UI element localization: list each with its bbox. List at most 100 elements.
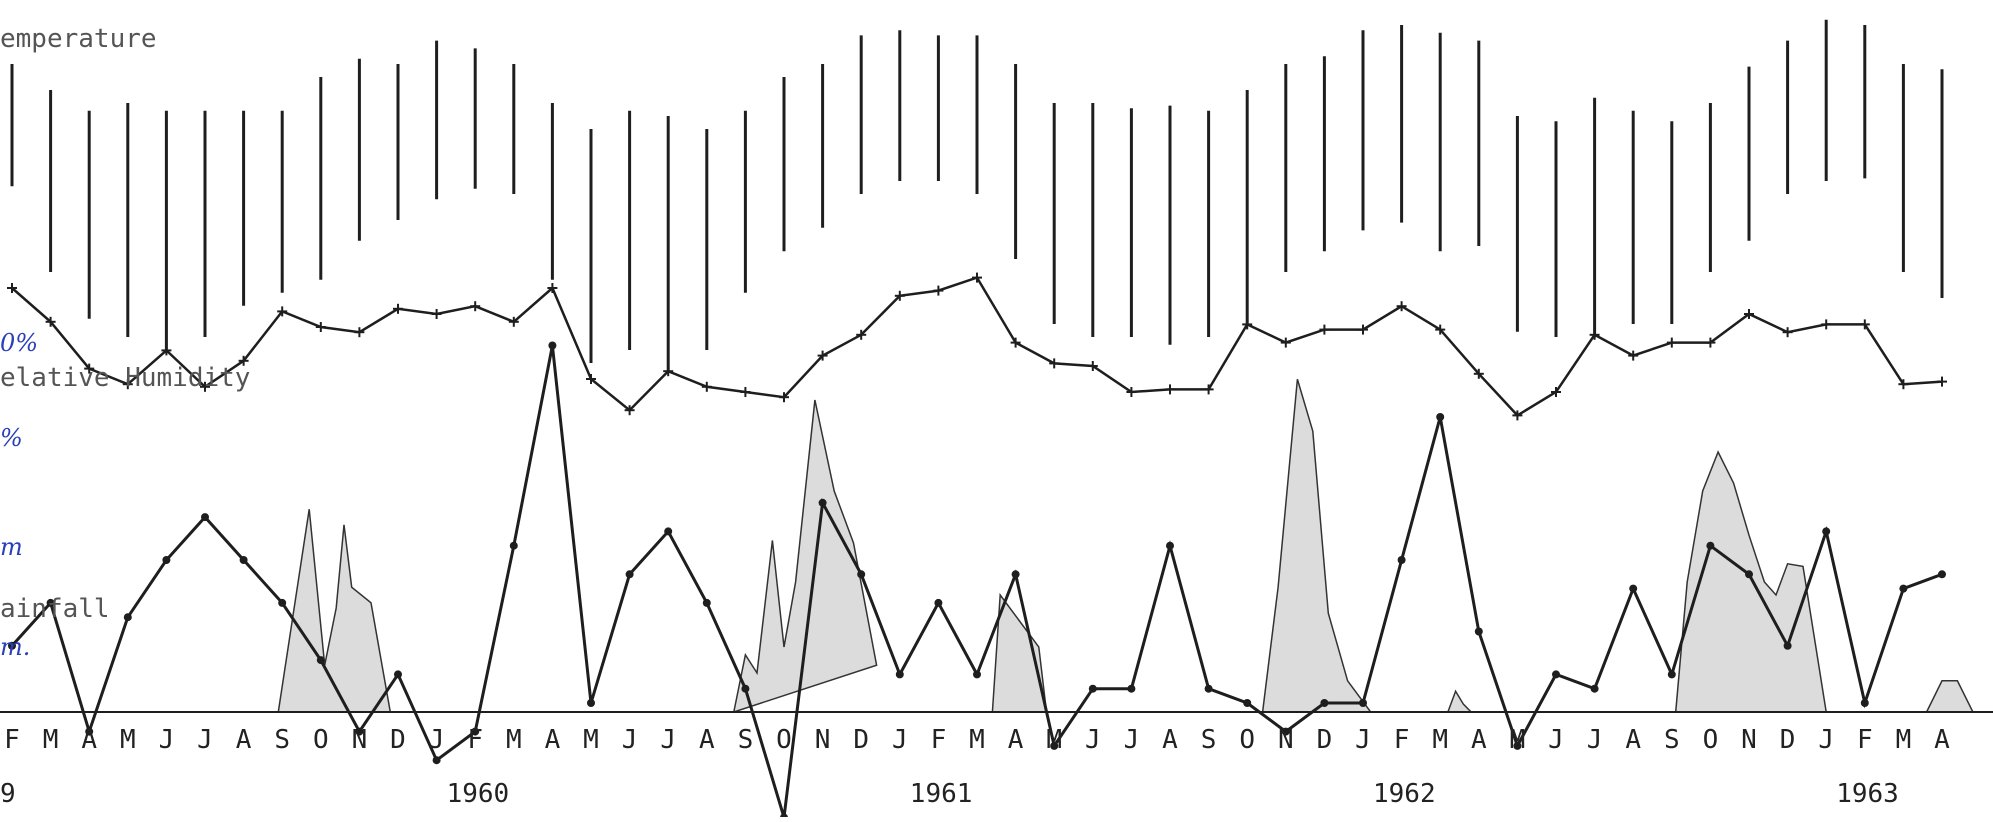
month-tick-label: D bbox=[853, 725, 869, 755]
humidity-point bbox=[200, 381, 210, 392]
month-tick-label: F bbox=[1857, 725, 1873, 755]
month-tick-label: A bbox=[236, 725, 252, 755]
month-tick-label: F bbox=[931, 725, 947, 755]
humidity-point bbox=[1358, 324, 1368, 335]
month-tick-label: N bbox=[1278, 725, 1294, 755]
rainfall-point bbox=[1667, 670, 1676, 679]
humidity-point bbox=[1821, 319, 1832, 330]
humidity-point bbox=[1666, 337, 1677, 348]
month-tick-label: A bbox=[1625, 725, 1641, 755]
rainfall-point bbox=[1011, 570, 1020, 579]
rainfall-shaded-area bbox=[277, 509, 392, 713]
rainfall-point bbox=[1436, 413, 1445, 421]
humidity-point bbox=[45, 316, 56, 327]
month-tick-label: S bbox=[738, 725, 754, 755]
month-tick-label: O bbox=[1239, 725, 1255, 755]
rainfall-point bbox=[818, 498, 827, 507]
rainfall-point bbox=[1243, 699, 1252, 707]
series-labels: emperature elative Humidity ainfall 0% %… bbox=[0, 24, 250, 661]
month-tick-label: J bbox=[1355, 725, 1371, 755]
rainfall-point bbox=[46, 598, 55, 607]
rainfall-point bbox=[702, 598, 711, 607]
rainfall-point bbox=[432, 756, 441, 765]
month-tick-label: S bbox=[1201, 725, 1217, 755]
humidity-point bbox=[1126, 387, 1137, 397]
rainfall-point bbox=[1745, 570, 1753, 579]
month-tick-label: M bbox=[120, 725, 136, 755]
humidity-point bbox=[315, 322, 326, 332]
rainfall-shaded-area bbox=[1446, 689, 1473, 713]
humidity-point bbox=[84, 363, 95, 374]
humidity-point bbox=[354, 327, 365, 338]
rainfall-point bbox=[1320, 699, 1329, 707]
month-tick-label: J bbox=[197, 725, 213, 755]
temperature-ranges bbox=[10, 19, 1944, 371]
series-title-temperature: emperature bbox=[0, 24, 157, 54]
humidity-point bbox=[1628, 350, 1639, 361]
month-tick-label: N bbox=[352, 725, 368, 755]
month-tick-label: J bbox=[892, 725, 908, 755]
rainfall-point bbox=[394, 670, 402, 679]
humidity-point bbox=[470, 301, 481, 312]
rainfall-point bbox=[1629, 584, 1638, 593]
humidity-point bbox=[1319, 324, 1330, 335]
rainfall-point bbox=[934, 598, 943, 607]
shaded-areas bbox=[277, 378, 1975, 714]
month-tick-label: N bbox=[815, 725, 831, 755]
month-tick-label: A bbox=[545, 725, 561, 755]
month-tick-label: J bbox=[429, 725, 445, 755]
humidity-point bbox=[1937, 376, 1947, 387]
humidity-point bbox=[1203, 384, 1214, 395]
rainfall-point bbox=[278, 598, 287, 607]
rainfall-point bbox=[1552, 670, 1560, 679]
humidity-point bbox=[1396, 301, 1407, 312]
rainfall-point bbox=[1166, 541, 1174, 550]
humidity-point bbox=[740, 387, 751, 397]
month-tick-label: J bbox=[1548, 725, 1564, 755]
rainfall-point bbox=[162, 556, 171, 564]
month-tick-label: M bbox=[506, 725, 522, 755]
month-tick-label: F bbox=[4, 725, 20, 755]
humidity-point bbox=[1744, 309, 1754, 319]
rainfall-point bbox=[1938, 570, 1946, 579]
humidity-point bbox=[933, 285, 944, 296]
humidity-point bbox=[894, 290, 905, 301]
month-tick-label: M bbox=[1432, 725, 1448, 755]
humidity-point bbox=[624, 405, 635, 416]
humidity-point bbox=[277, 306, 288, 317]
humidity-point bbox=[817, 350, 828, 361]
humidity-point bbox=[1010, 337, 1021, 348]
rainfall-point bbox=[123, 613, 132, 622]
year-label: 1963 bbox=[1836, 779, 1899, 809]
month-tick-label: O bbox=[1703, 725, 1719, 755]
rainfall-point bbox=[625, 570, 634, 579]
month-tick-label: S bbox=[274, 725, 290, 755]
year-label: 9 bbox=[0, 779, 16, 809]
rainfall-point bbox=[471, 727, 480, 736]
month-tick-label: J bbox=[1818, 725, 1834, 755]
rainfall-point bbox=[316, 656, 325, 665]
humidity-point bbox=[1859, 319, 1870, 330]
rainfall-point bbox=[1899, 584, 1908, 593]
humidity-point bbox=[701, 381, 712, 392]
humidity-point bbox=[1087, 361, 1098, 371]
month-tick-label: F bbox=[467, 725, 483, 755]
humidity-point bbox=[547, 283, 558, 293]
humidity-point bbox=[1589, 329, 1600, 340]
humidity-point bbox=[1551, 387, 1561, 397]
rainfall-point bbox=[780, 813, 788, 822]
humidity-point bbox=[1782, 327, 1793, 338]
year-label: 1961 bbox=[910, 779, 973, 809]
month-tick-label: N bbox=[1741, 725, 1757, 755]
left-mark-2: % bbox=[0, 424, 23, 452]
humidity-point bbox=[238, 355, 249, 366]
humidity-line bbox=[11, 276, 1943, 417]
month-tick-label: M bbox=[1510, 725, 1526, 755]
rainfall-point bbox=[1474, 627, 1483, 636]
series-title-rainfall: ainfall bbox=[0, 594, 110, 624]
humidity-point bbox=[856, 329, 867, 340]
rainfall-shaded-area bbox=[1925, 680, 1975, 713]
humidity-point bbox=[1435, 324, 1446, 335]
month-tick-label: A bbox=[1008, 725, 1024, 755]
